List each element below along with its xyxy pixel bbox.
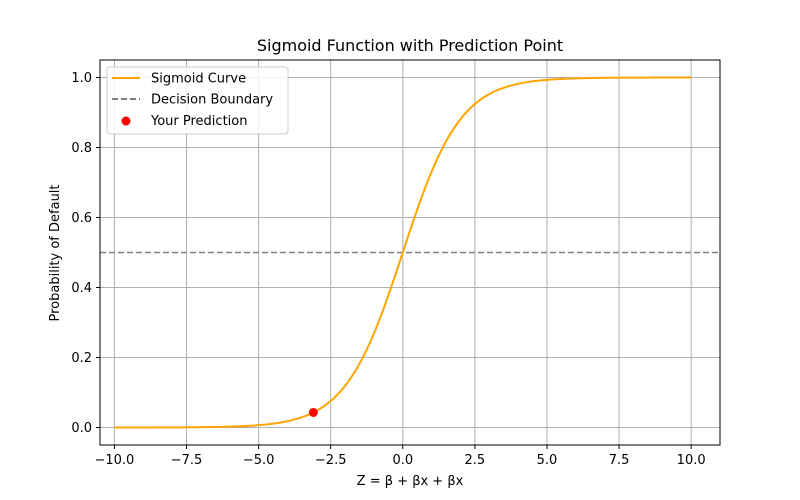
sigmoid-curve-line <box>114 76 692 429</box>
y-tick-label: 0.8 <box>71 141 92 156</box>
axis-ticks: −10.0 −7.5 −5.0 −2.5 0.0 2.5 5.0 7.5 10.0 0.0 0.2 0… <box>71 71 705 468</box>
y-tick-label: 0.2 <box>71 351 92 366</box>
legend-label-decision-boundary: Decision Boundary <box>151 93 273 108</box>
y-tick-label: 0.4 <box>71 281 92 296</box>
legend-box <box>106 66 289 135</box>
prediction-point <box>308 407 318 417</box>
y-tick-label: 1.0 <box>71 71 92 86</box>
x-tick-label: −2.5 <box>315 453 347 468</box>
legend: Sigmoid Curve Decision Boundary Your Pre… <box>106 66 289 135</box>
plot-frame <box>99 59 721 446</box>
x-tick-label: −10.0 <box>94 453 134 468</box>
x-axis-label: Z = β + βx + βx <box>357 474 464 489</box>
y-axis-label: Probability of Default <box>48 184 63 321</box>
y-tick-label: 0.0 <box>71 421 92 436</box>
sigmoid-curve-layer <box>114 76 692 429</box>
legend-label-sigmoid-curve: Sigmoid Curve <box>151 72 246 87</box>
prediction-points-layer <box>308 407 318 417</box>
x-tick-label: 0.0 <box>392 453 413 468</box>
x-tick-label: 2.5 <box>465 453 486 468</box>
chart-title: Sigmoid Function with Prediction Point <box>257 36 563 55</box>
x-tick-label: −5.0 <box>243 453 275 468</box>
y-tick-label: 0.6 <box>71 211 92 226</box>
x-tick-label: −7.5 <box>171 453 203 468</box>
x-tick-label: 10.0 <box>677 453 706 468</box>
legend-swatch-your-prediction <box>121 116 131 126</box>
legend-label-your-prediction: Your Prediction <box>150 114 247 129</box>
x-tick-label: 7.5 <box>609 453 630 468</box>
x-tick-label: 5.0 <box>537 453 558 468</box>
